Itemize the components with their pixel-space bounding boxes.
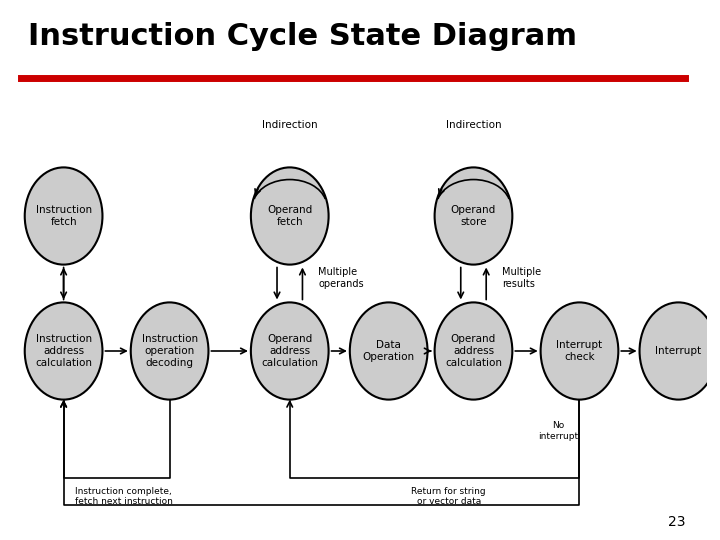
Ellipse shape bbox=[131, 302, 209, 400]
Ellipse shape bbox=[251, 167, 328, 265]
Text: Instruction
address
calculation: Instruction address calculation bbox=[35, 334, 92, 368]
Ellipse shape bbox=[541, 302, 618, 400]
Text: Instruction complete,
fetch next instruction: Instruction complete, fetch next instruc… bbox=[75, 487, 173, 507]
Text: Return for string
or vector data: Return for string or vector data bbox=[411, 487, 486, 507]
Ellipse shape bbox=[435, 167, 513, 265]
Text: Interrupt
check: Interrupt check bbox=[557, 340, 603, 362]
Text: Operand
address
calculation: Operand address calculation bbox=[261, 334, 318, 368]
Text: Data
Operation: Data Operation bbox=[363, 340, 415, 362]
Text: Multiple
results: Multiple results bbox=[502, 267, 541, 289]
Text: Instruction
operation
decoding: Instruction operation decoding bbox=[142, 334, 198, 368]
Ellipse shape bbox=[251, 302, 328, 400]
Text: Operand
address
calculation: Operand address calculation bbox=[445, 334, 502, 368]
FancyArrowPatch shape bbox=[287, 400, 580, 478]
Text: Indirection: Indirection bbox=[262, 119, 318, 130]
Text: Operand
fetch: Operand fetch bbox=[267, 205, 312, 227]
FancyArrowPatch shape bbox=[60, 400, 580, 505]
Text: Operand
store: Operand store bbox=[451, 205, 496, 227]
Text: Indirection: Indirection bbox=[446, 119, 501, 130]
Ellipse shape bbox=[24, 302, 102, 400]
Text: Instruction Cycle State Diagram: Instruction Cycle State Diagram bbox=[28, 22, 577, 51]
Text: Multiple
operands: Multiple operands bbox=[318, 267, 364, 289]
Ellipse shape bbox=[350, 302, 428, 400]
Text: No
interrupt: No interrupt bbox=[539, 421, 578, 441]
FancyArrowPatch shape bbox=[60, 400, 170, 478]
Ellipse shape bbox=[639, 302, 717, 400]
Text: Instruction
fetch: Instruction fetch bbox=[35, 205, 91, 227]
Ellipse shape bbox=[435, 302, 513, 400]
Text: Interrupt: Interrupt bbox=[655, 346, 701, 356]
Ellipse shape bbox=[24, 167, 102, 265]
Text: 23: 23 bbox=[668, 515, 685, 529]
